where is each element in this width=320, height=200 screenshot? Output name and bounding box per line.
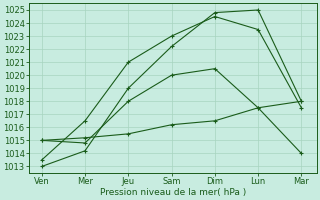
X-axis label: Pression niveau de la mer( hPa ): Pression niveau de la mer( hPa ) (100, 188, 246, 197)
